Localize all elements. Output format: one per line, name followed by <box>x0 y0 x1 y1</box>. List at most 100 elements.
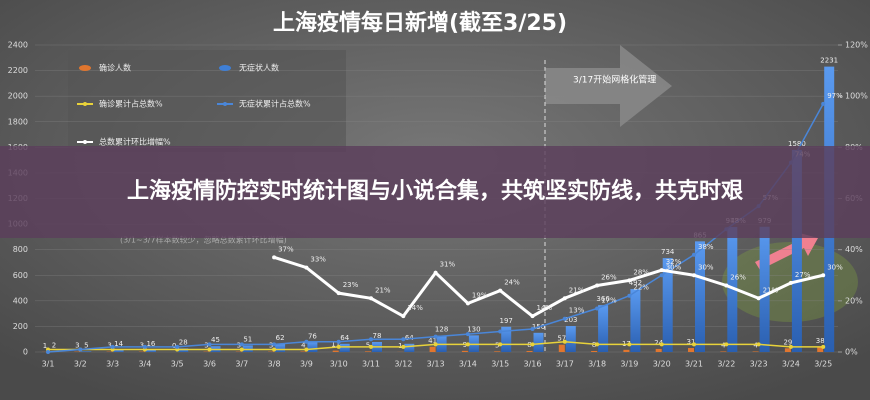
point <box>465 301 470 306</box>
point <box>401 337 406 342</box>
point <box>369 337 373 342</box>
data-label: 21% <box>375 286 391 294</box>
x-tick-label: 3/4 <box>138 360 151 369</box>
legend-label: 确诊累计占总数% <box>99 99 163 109</box>
point <box>369 344 373 349</box>
data-label: 45 <box>211 336 220 344</box>
data-label: 29 <box>783 338 792 346</box>
point <box>821 273 826 278</box>
x-tick-label: 3/15 <box>491 360 509 369</box>
data-label: 14% <box>407 304 423 312</box>
data-label: 17% <box>601 297 617 305</box>
bar <box>630 289 641 352</box>
bar <box>558 344 565 352</box>
point <box>175 344 180 349</box>
point <box>401 344 406 349</box>
data-label: 3 <box>75 342 79 350</box>
point <box>498 329 503 334</box>
bar <box>791 149 802 352</box>
data-label: 76 <box>308 332 317 340</box>
bar <box>533 332 544 352</box>
data-label: 38 <box>816 337 825 345</box>
y2-tick-label: 0% <box>845 348 858 357</box>
data-label: 32% <box>666 258 682 266</box>
data-label: 31 <box>687 338 696 346</box>
y2-tick-label: 100% <box>845 92 868 101</box>
point <box>46 350 50 354</box>
data-label: 203 <box>564 316 577 324</box>
data-label: 26% <box>730 273 746 281</box>
legend-box <box>68 50 346 152</box>
data-label: 21% <box>763 286 779 294</box>
legend-swatch <box>219 65 231 71</box>
point <box>659 342 664 347</box>
x-tick-label: 3/23 <box>750 360 768 369</box>
point <box>821 101 826 106</box>
point <box>595 283 600 288</box>
y2-tick-label: 20% <box>845 296 863 305</box>
data-label: 734 <box>661 248 675 256</box>
data-label: 38% <box>698 243 714 251</box>
data-label: 30% <box>827 263 843 271</box>
data-label: 130 <box>467 325 480 333</box>
data-label: 64 <box>405 334 414 342</box>
legend-label: 总数累计环比增幅% <box>99 137 171 147</box>
data-label: 30% <box>698 263 714 271</box>
y-tick-label: 1800 <box>8 117 28 126</box>
bar <box>784 348 791 352</box>
data-label: 22% <box>633 284 649 292</box>
data-label: 492 <box>629 279 642 287</box>
y-tick-label: 400 <box>13 296 28 305</box>
data-label: 4 <box>721 341 726 349</box>
x-tick-label: 3/8 <box>268 360 281 369</box>
point <box>724 283 729 288</box>
legend-label: 无症状累计占总数% <box>239 99 311 109</box>
x-tick-label: 3/20 <box>653 360 671 369</box>
point <box>304 265 309 270</box>
x-tick-label: 3/12 <box>394 360 412 369</box>
point <box>724 342 729 347</box>
point <box>595 306 600 311</box>
x-tick-label: 3/3 <box>106 360 119 369</box>
point <box>272 347 277 352</box>
bar <box>695 241 705 352</box>
point <box>756 342 761 347</box>
point <box>336 344 341 349</box>
bar <box>404 343 415 352</box>
data-label: 97% <box>827 92 843 100</box>
x-tick-label: 3/18 <box>588 360 606 369</box>
x-tick-label: 3/6 <box>203 360 216 369</box>
line <box>273 255 824 319</box>
bar <box>178 348 189 352</box>
bar <box>752 351 759 352</box>
data-label: 5 <box>495 341 499 349</box>
pink-arrow <box>755 232 818 270</box>
data-label: 1 <box>398 342 402 350</box>
data-label: 30% <box>666 263 682 271</box>
data-label: 14% <box>537 304 553 312</box>
data-label: 27% <box>795 271 811 279</box>
point <box>530 314 535 319</box>
x-tick-label: 3/17 <box>556 360 574 369</box>
data-label: 128 <box>435 326 448 334</box>
point <box>110 344 115 349</box>
bar <box>662 258 673 352</box>
bar <box>275 344 286 352</box>
point <box>272 342 277 347</box>
arrow <box>545 45 672 127</box>
bar <box>113 350 124 352</box>
bar <box>501 326 512 352</box>
point <box>627 278 632 283</box>
point <box>498 288 503 293</box>
data-label: 3 <box>204 342 208 350</box>
bar <box>759 226 770 352</box>
y-tick-label: 2200 <box>8 66 28 75</box>
point <box>498 342 503 347</box>
x-tick-label: 3/13 <box>427 360 445 369</box>
point <box>562 296 567 301</box>
x-tick-label: 3/7 <box>235 360 248 369</box>
point <box>562 316 567 321</box>
overlay-title: 上海疫情防控实时统计图与小说合集，共筑坚实防线，共克时艰 <box>0 146 870 238</box>
point <box>239 347 244 352</box>
point <box>692 273 696 278</box>
